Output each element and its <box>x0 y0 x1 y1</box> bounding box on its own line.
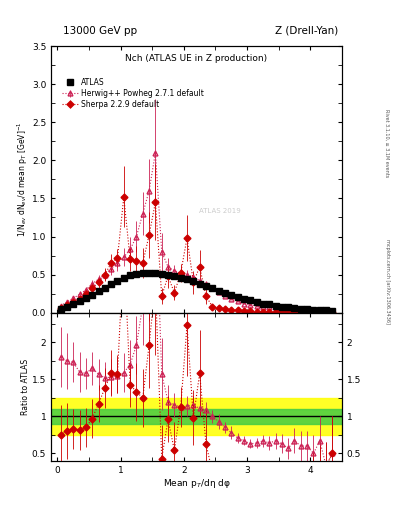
Text: 13000 GeV pp: 13000 GeV pp <box>63 26 137 36</box>
ATLAS <box>279 304 284 310</box>
ATLAS <box>178 274 183 281</box>
ATLAS <box>134 271 139 277</box>
ATLAS <box>305 306 310 312</box>
Text: mcplots.cern.ch [arXiv:1306.3436]: mcplots.cern.ch [arXiv:1306.3436] <box>385 239 389 324</box>
ATLAS <box>261 301 265 307</box>
ATLAS <box>128 272 132 279</box>
ATLAS <box>235 293 240 300</box>
ATLAS <box>140 270 145 276</box>
ATLAS <box>204 283 208 289</box>
ATLAS <box>222 290 227 296</box>
ATLAS <box>160 271 164 277</box>
ATLAS <box>83 295 88 301</box>
Text: Rivet 3.1.10, ≥ 3.1M events: Rivet 3.1.10, ≥ 3.1M events <box>385 109 389 178</box>
ATLAS <box>166 271 171 278</box>
Y-axis label: Ratio to ATLAS: Ratio to ATLAS <box>22 359 31 415</box>
ATLAS <box>229 292 233 298</box>
ATLAS <box>273 303 278 309</box>
ATLAS <box>242 296 246 302</box>
ATLAS <box>318 307 322 313</box>
ATLAS <box>64 304 69 310</box>
ATLAS <box>216 288 221 294</box>
ATLAS <box>172 273 177 279</box>
ATLAS <box>115 278 120 284</box>
ATLAS <box>254 299 259 305</box>
ATLAS <box>286 304 290 310</box>
Text: Nch (ATLAS UE in Z production): Nch (ATLAS UE in Z production) <box>125 54 268 63</box>
ATLAS <box>58 306 63 312</box>
ATLAS <box>185 276 189 282</box>
Bar <box>51 398 342 435</box>
ATLAS <box>210 285 215 291</box>
ATLAS <box>103 285 107 291</box>
Text: ATLAS 2019: ATLAS 2019 <box>199 208 241 215</box>
ATLAS <box>147 270 151 276</box>
ATLAS <box>121 274 126 281</box>
ATLAS <box>267 301 272 307</box>
ATLAS <box>292 305 297 311</box>
Text: Z (Drell-Yan): Z (Drell-Yan) <box>275 26 338 36</box>
ATLAS <box>197 281 202 287</box>
ATLAS <box>77 298 82 304</box>
X-axis label: Mean p$_{T}$/dη dφ: Mean p$_{T}$/dη dφ <box>163 477 230 490</box>
ATLAS <box>71 301 75 307</box>
Line: ATLAS: ATLAS <box>58 270 335 314</box>
ATLAS <box>96 288 101 294</box>
ATLAS <box>311 307 316 313</box>
ATLAS <box>191 279 196 285</box>
Y-axis label: 1/N$_{ev}$ dN$_{ev}$/d mean p$_{T}$ [GeV]$^{-1}$: 1/N$_{ev}$ dN$_{ev}$/d mean p$_{T}$ [GeV… <box>16 121 31 237</box>
ATLAS <box>248 297 253 304</box>
Bar <box>51 409 342 424</box>
ATLAS <box>90 292 95 298</box>
ATLAS <box>298 306 303 312</box>
ATLAS <box>153 270 158 276</box>
ATLAS <box>324 307 329 313</box>
Legend: ATLAS, Herwig++ Powheg 2.7.1 default, Sherpa 2.2.9 default: ATLAS, Herwig++ Powheg 2.7.1 default, Sh… <box>61 77 205 111</box>
ATLAS <box>330 308 335 314</box>
ATLAS <box>109 281 114 287</box>
